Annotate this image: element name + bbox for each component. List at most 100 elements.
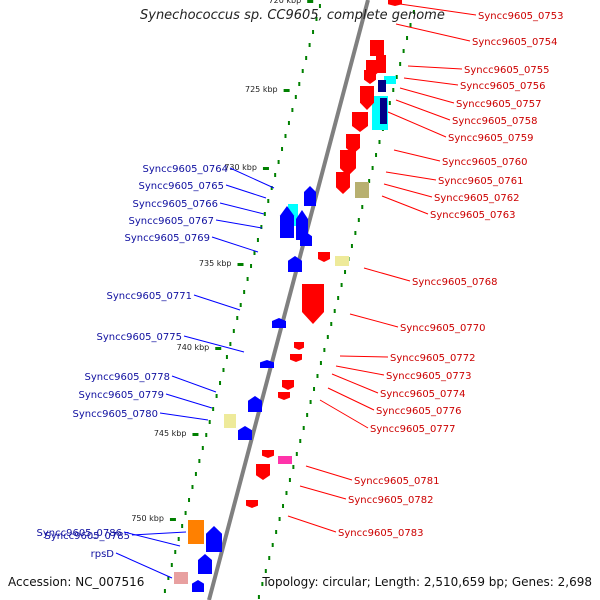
navy-feature (380, 98, 387, 124)
reverse-gene-label: Syncc9605_0767 (129, 216, 215, 227)
gc-tick-right (354, 231, 357, 235)
label-leader-line (183, 335, 245, 353)
forward-gene-label: Syncc9605_0777 (370, 424, 456, 435)
label-leader-line (407, 65, 463, 70)
label-leader-line (165, 393, 213, 409)
gc-tick-left (253, 251, 256, 255)
forward-gene-label: Syncc9605_0783 (338, 528, 424, 539)
gc-tick-left (222, 368, 225, 372)
gc-tick-left (201, 446, 204, 450)
gc-tick-right (306, 413, 309, 417)
gc-tick-right (323, 348, 326, 352)
reverse-gene-label: Syncc9605_0764 (143, 164, 229, 175)
label-leader-line (215, 219, 263, 229)
gc-tick-right (330, 322, 333, 326)
gc-tick-left (170, 563, 173, 567)
label-leader-line (299, 485, 347, 500)
gc-tick-right (350, 244, 353, 248)
gc-tick-right (340, 283, 343, 287)
gc-tick-left (212, 407, 215, 411)
gc-tick-left (243, 290, 246, 294)
scale-label: 725 kbp (245, 85, 278, 94)
gc-tick-right (299, 439, 302, 443)
pale-feature (224, 414, 236, 428)
scale-tick (283, 89, 290, 92)
gc-tick-right (388, 101, 391, 105)
forward-gene-label: Syncc9605_0770 (400, 323, 486, 334)
gc-tick-right (285, 491, 288, 495)
label-leader-line (229, 167, 275, 189)
genome-title: Synechococcus sp. CC9605, complete genom… (140, 8, 445, 23)
gc-tick-left (263, 212, 266, 216)
forward-gene-label: Syncc9605_0772 (390, 353, 476, 364)
reverse-gene-label: rpsD (91, 549, 115, 560)
orange-feature (188, 520, 204, 544)
forward-gene-arrow (302, 284, 324, 324)
scale-label: 720 kbp (269, 0, 302, 5)
label-leader-line (393, 149, 441, 162)
gc-tick-left (198, 459, 201, 463)
gc-tick-right (257, 595, 260, 599)
gc-tick-right (409, 23, 412, 27)
label-leader-line (159, 412, 209, 421)
gc-tick-left (208, 420, 211, 424)
gc-tick-right (292, 465, 295, 469)
gc-tick-left (291, 108, 294, 112)
gc-tick-right (344, 270, 347, 274)
gc-tick-right (316, 374, 319, 378)
gc-tick-right (309, 400, 312, 404)
gc-tick-left (181, 524, 184, 528)
gc-tick-left (284, 134, 287, 138)
reverse-gene-label: Syncc9605_0771 (107, 291, 193, 302)
gene-block (370, 40, 384, 56)
gc-tick-right (295, 452, 298, 456)
gc-tick-right (402, 49, 405, 53)
label-leader-line (399, 3, 477, 16)
gc-tick-right (368, 179, 371, 183)
scale-tick (215, 347, 222, 350)
gc-tick-left (274, 173, 277, 177)
reverse-gene-arrow (240, 432, 250, 440)
gc-tick-left (188, 498, 191, 502)
magenta-feature (278, 456, 292, 464)
scale-tick (262, 167, 269, 170)
gc-tick-right (392, 88, 395, 92)
gc-tick-left (215, 394, 218, 398)
gc-tick-left (163, 589, 166, 593)
label-leader-line (211, 236, 259, 253)
gc-tick-left (174, 550, 177, 554)
gc-tick-right (264, 569, 267, 573)
gc-tick-left (308, 43, 311, 47)
gc-tick-left (194, 472, 197, 476)
gc-tick-right (268, 556, 271, 560)
scale-tick (192, 433, 199, 436)
accession-text: Accession: NC_007516 (8, 575, 145, 589)
label-leader-line (395, 23, 471, 42)
forward-gene-label: Syncc9605_0782 (348, 495, 434, 506)
gc-tick-right (378, 140, 381, 144)
gc-tick-left (301, 69, 304, 73)
reverse-gene-label: Syncc9605_0785 (45, 531, 131, 542)
gc-tick-left (167, 576, 170, 580)
gc-tick-right (282, 504, 285, 508)
gc-tick-left (294, 95, 297, 99)
gc-tick-left (305, 56, 308, 60)
forward-gene-arrow (278, 392, 290, 400)
reverse-gene-arrow (272, 318, 286, 328)
gc-tick-right (288, 478, 291, 482)
gc-tick-left (267, 199, 270, 203)
forward-gene-label: Syncc9605_0756 (460, 81, 546, 92)
gc-tick-left (205, 433, 208, 437)
forward-gene-arrow (352, 112, 368, 132)
label-leader-line (123, 531, 181, 547)
label-leader-line (381, 195, 429, 215)
forward-gene-label: Syncc9605_0768 (412, 277, 498, 288)
reverse-gene-arrow (192, 580, 204, 592)
gc-tick-left (318, 4, 321, 8)
gc-tick-right (406, 36, 409, 40)
label-leader-line (403, 77, 459, 86)
gc-tick-right (275, 530, 278, 534)
forward-gene-label: Syncc9605_0773 (386, 371, 472, 382)
